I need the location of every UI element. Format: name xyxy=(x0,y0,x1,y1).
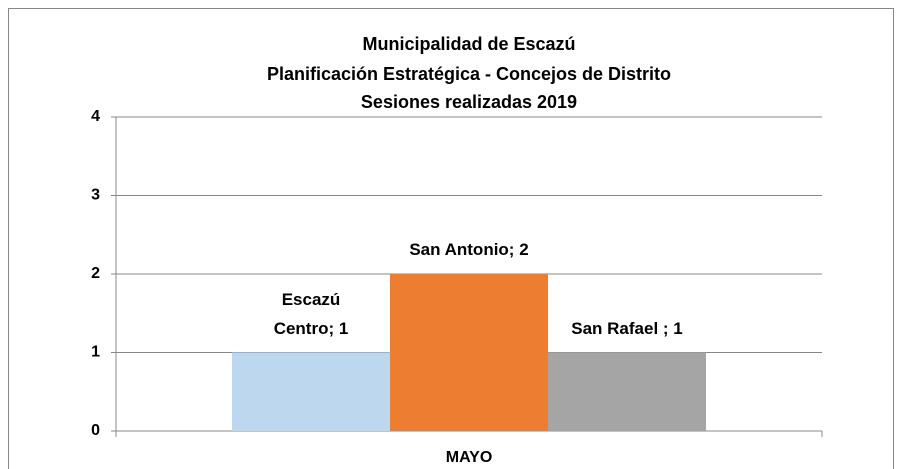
chart-title: Planificación Estratégica - Concejos de … xyxy=(267,64,671,84)
bar xyxy=(390,274,548,431)
bar xyxy=(548,352,706,431)
chart-title: Municipalidad de Escazú xyxy=(362,34,575,54)
data-label-box: San Rafael ; 1 xyxy=(571,318,683,338)
bar xyxy=(232,352,390,431)
x-tick-label: MAYO xyxy=(446,449,493,466)
y-tick-label: 1 xyxy=(91,344,100,361)
data-label: Escazú Centro; 1 xyxy=(273,289,349,338)
y-tick-label: 0 xyxy=(91,422,100,439)
data-label: San Antonio; 2 xyxy=(409,240,529,259)
data-label-box: San Antonio; 2 xyxy=(409,240,529,259)
chart-title: Sesiones realizadas 2019 xyxy=(361,92,577,112)
data-label-box: Escazú Centro; 1 xyxy=(273,289,349,338)
data-label: San Rafael ; 1 xyxy=(571,318,683,338)
y-tick-label: 4 xyxy=(91,108,100,125)
y-tick-label: 3 xyxy=(91,187,100,204)
y-tick-label: 2 xyxy=(91,265,100,282)
